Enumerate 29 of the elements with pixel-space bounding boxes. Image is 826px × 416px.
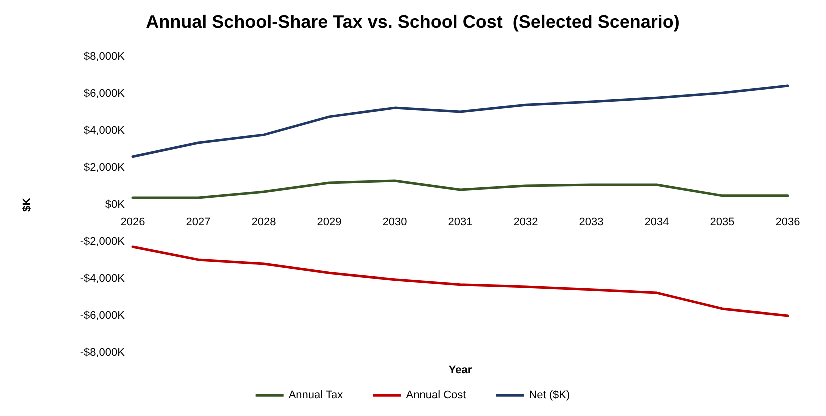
y-tick-label: $2,000K	[84, 162, 126, 174]
x-tick-label: 2035	[710, 216, 735, 228]
x-tick-label: 2030	[382, 216, 408, 228]
y-tick-label: $4,000K	[84, 125, 126, 137]
y-axis-title: $K	[22, 198, 34, 212]
x-tick-label: 2026	[120, 216, 146, 228]
x-tick-label: 2036	[776, 216, 800, 228]
legend-label: Annual Tax	[288, 390, 344, 402]
y-tick-label: -$6,000K	[80, 310, 126, 322]
y-tick-label: -$8,000K	[80, 347, 126, 359]
x-tick-label: 2034	[644, 216, 670, 228]
y-tick-label: $6,000K	[84, 88, 126, 100]
y-tick-label: -$4,000K	[80, 273, 126, 285]
line-series	[132, 180, 790, 200]
y-tick-label: -$2,000K	[80, 236, 126, 248]
legend-label: Annual Cost	[406, 390, 466, 402]
x-tick-label: 2028	[252, 216, 276, 228]
line-series	[132, 84, 790, 158]
x-tick-label: 2032	[514, 216, 538, 228]
line-series	[132, 246, 790, 318]
y-tick-label: $0K	[105, 199, 126, 211]
y-tick-label: $8,000K	[84, 51, 126, 63]
x-tick-label: 2027	[186, 216, 211, 228]
x-axis-title: Year	[448, 364, 473, 376]
legend-label: Net ($K)	[529, 390, 570, 402]
x-tick-label: 2031	[448, 216, 473, 228]
x-tick-label: 2033	[579, 216, 604, 228]
x-tick-label: 2029	[317, 216, 342, 228]
chart-title: Annual School-Share Tax vs. School Cost (Selected Scenario)	[146, 12, 680, 32]
